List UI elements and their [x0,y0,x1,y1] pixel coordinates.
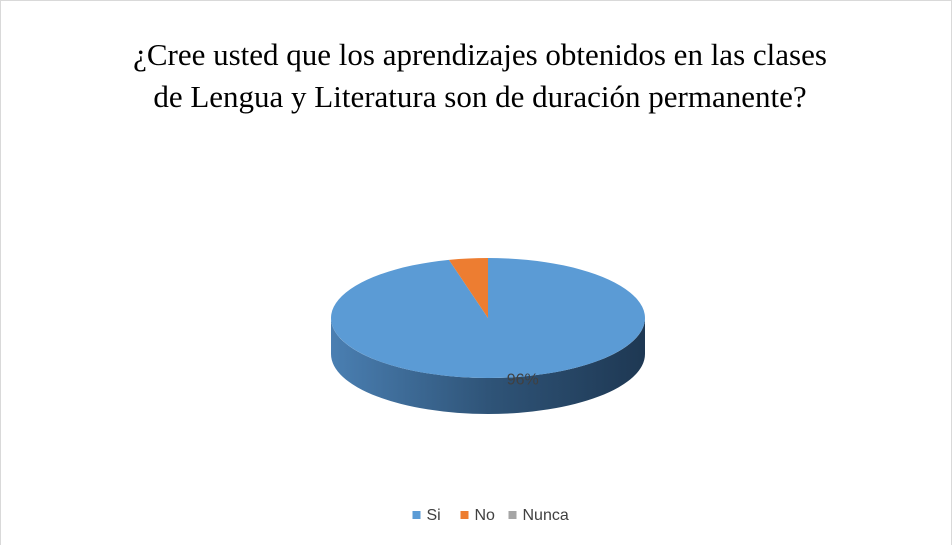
legend-label: No [475,507,496,524]
pie-slice [331,258,645,379]
pie-side [331,318,645,414]
data-label: 96% [507,372,539,389]
chart-title: ¿Cree usted que los aprendizajes obtenid… [133,37,827,114]
legend-label: Si [427,507,441,524]
legend-swatch [460,511,469,519]
legend-swatch [412,511,421,519]
pie-slice [448,258,488,318]
legend-label: Nunca [523,507,569,524]
legend-swatch [508,511,517,519]
